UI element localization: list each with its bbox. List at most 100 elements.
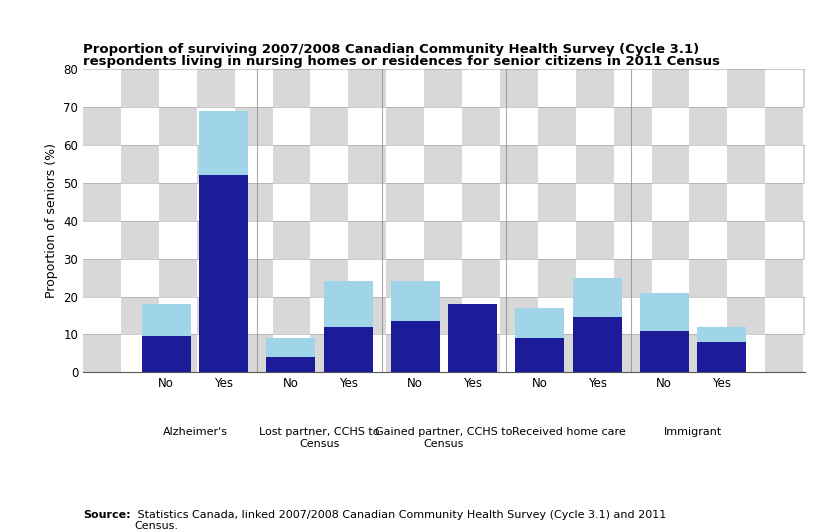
Bar — [765, 69, 803, 107]
Bar — [272, 107, 310, 145]
Bar — [538, 183, 576, 221]
Bar — [803, 183, 830, 221]
Bar — [538, 335, 576, 372]
Bar — [462, 221, 500, 259]
Bar — [500, 145, 538, 183]
Bar — [500, 183, 538, 221]
Bar — [197, 107, 235, 145]
Bar — [121, 183, 159, 221]
Text: respondents living in nursing homes or residences for senior citizens in 2011 Ce: respondents living in nursing homes or r… — [83, 55, 720, 68]
Bar — [576, 221, 613, 259]
Bar — [197, 259, 235, 297]
Bar — [765, 221, 803, 259]
Bar — [538, 297, 576, 335]
Bar — [199, 176, 248, 372]
Bar — [159, 107, 197, 145]
Bar — [197, 145, 235, 183]
Bar — [159, 183, 197, 221]
Bar — [803, 69, 830, 107]
Bar — [424, 107, 462, 145]
Bar — [538, 259, 576, 297]
Bar — [613, 69, 652, 107]
Bar — [424, 297, 462, 335]
Bar — [640, 331, 689, 372]
Bar — [727, 221, 765, 259]
Bar — [197, 335, 235, 372]
Bar — [613, 221, 652, 259]
Bar — [266, 358, 315, 372]
Bar — [83, 107, 121, 145]
Bar — [83, 145, 121, 183]
Bar — [391, 281, 440, 372]
Bar — [727, 69, 765, 107]
Text: Received home care: Received home care — [511, 427, 626, 437]
Bar — [310, 221, 349, 259]
Bar — [349, 107, 386, 145]
Bar — [803, 221, 830, 259]
Bar — [272, 145, 310, 183]
Bar — [690, 145, 727, 183]
Bar — [652, 221, 690, 259]
Bar — [83, 259, 121, 297]
Bar — [690, 297, 727, 335]
Bar — [613, 335, 652, 372]
Bar — [500, 335, 538, 372]
Bar — [349, 221, 386, 259]
Bar — [159, 69, 197, 107]
Bar — [765, 335, 803, 372]
Bar — [272, 221, 310, 259]
Bar — [272, 69, 310, 107]
Bar — [235, 107, 272, 145]
Bar — [197, 221, 235, 259]
Text: Source:: Source: — [83, 510, 130, 520]
Bar — [652, 335, 690, 372]
Bar — [803, 145, 830, 183]
Bar — [83, 183, 121, 221]
Bar — [462, 183, 500, 221]
Text: Gained partner, CCHS to
Census: Gained partner, CCHS to Census — [375, 427, 513, 449]
Bar — [424, 183, 462, 221]
Bar — [576, 183, 613, 221]
Bar — [727, 183, 765, 221]
Bar — [159, 259, 197, 297]
Bar — [424, 259, 462, 297]
Y-axis label: Proportion of seniors (%): Proportion of seniors (%) — [45, 143, 58, 298]
Bar — [121, 221, 159, 259]
Bar — [142, 336, 191, 372]
Bar — [310, 107, 349, 145]
Bar — [121, 107, 159, 145]
Bar — [386, 221, 424, 259]
Bar — [576, 69, 613, 107]
Bar — [652, 259, 690, 297]
Bar — [272, 297, 310, 335]
Text: Statistics Canada, linked 2007/2008 Canadian Community Health Survey (Cycle 3.1): Statistics Canada, linked 2007/2008 Cana… — [134, 510, 666, 531]
Bar — [727, 297, 765, 335]
Bar — [310, 259, 349, 297]
Bar — [515, 338, 564, 372]
Bar — [576, 107, 613, 145]
Bar — [386, 107, 424, 145]
Bar — [500, 259, 538, 297]
Text: Alzheimer's: Alzheimer's — [163, 427, 227, 437]
Bar — [272, 335, 310, 372]
Bar — [500, 297, 538, 335]
Bar — [83, 221, 121, 259]
Bar — [266, 338, 315, 372]
Bar — [690, 335, 727, 372]
Bar — [652, 145, 690, 183]
Bar — [83, 335, 121, 372]
Bar — [197, 183, 235, 221]
Bar — [462, 297, 500, 335]
Bar — [690, 259, 727, 297]
Bar — [538, 107, 576, 145]
Bar — [310, 183, 349, 221]
Bar — [538, 221, 576, 259]
Bar — [83, 297, 121, 335]
Bar — [727, 335, 765, 372]
Bar — [310, 69, 349, 107]
Bar — [697, 327, 746, 372]
Bar — [613, 297, 652, 335]
Bar — [159, 335, 197, 372]
Bar — [386, 145, 424, 183]
Bar — [83, 69, 121, 107]
